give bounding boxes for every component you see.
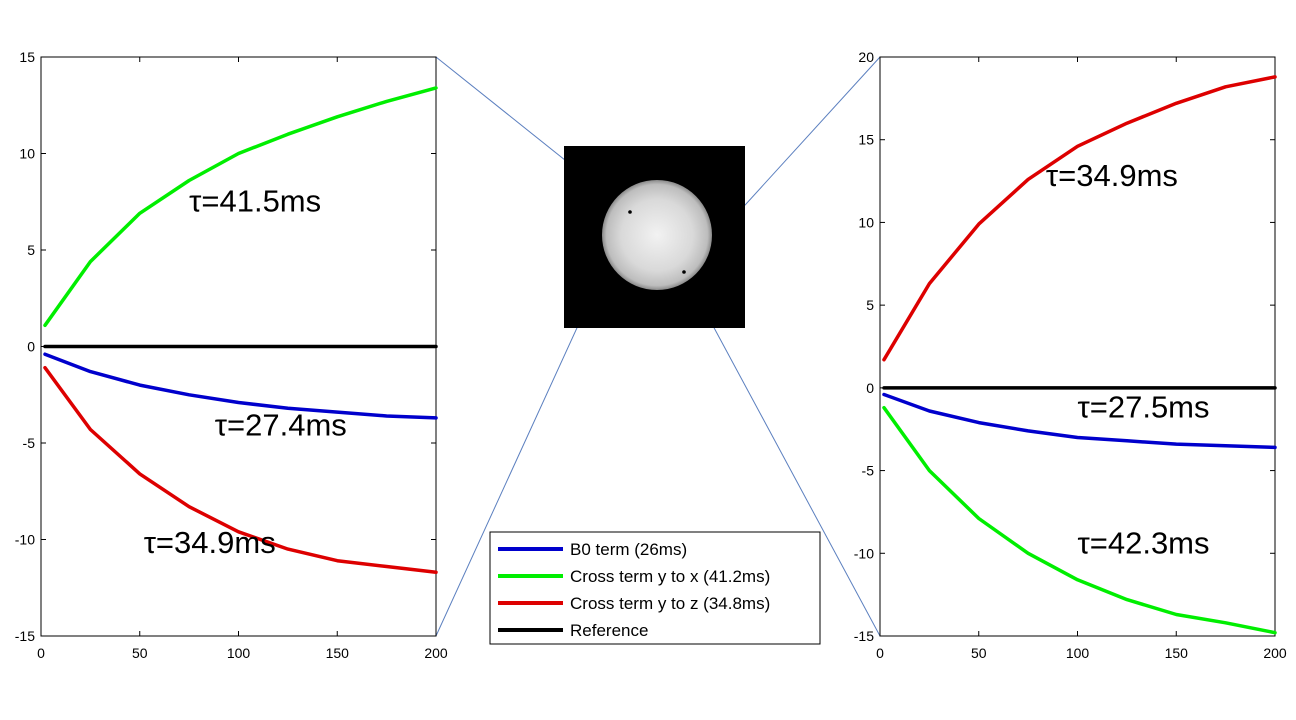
left-ytick-label: -15 <box>15 628 35 644</box>
left-series-line-3 <box>43 365 438 575</box>
legend-label-b0: B0 term (26ms) <box>570 540 687 559</box>
right-series-line-0 <box>882 75 1277 362</box>
left-ytick-label: 10 <box>19 146 35 162</box>
right-ytick-label: 5 <box>866 297 874 313</box>
right-xtick-label: 200 <box>1263 645 1287 661</box>
right-xtick-label: 50 <box>971 645 987 661</box>
right-ytick-label: 0 <box>866 380 874 396</box>
legend-label-cross-x: Cross term y to x (41.2ms) <box>570 567 770 586</box>
left-ytick-label: 5 <box>27 242 35 258</box>
left-tau-annotation: τ=27.4ms <box>215 407 347 442</box>
left-xtick-label: 200 <box>424 645 448 661</box>
left-xtick-label: 0 <box>37 645 45 661</box>
legend-label-reference: Reference <box>570 621 648 640</box>
left-xtick-label: 50 <box>132 645 148 661</box>
left-tau-annotation: τ=34.9ms <box>144 525 276 560</box>
left-ytick-label: -10 <box>15 532 35 548</box>
right-xtick-label: 100 <box>1066 645 1090 661</box>
right-xtick-label: 0 <box>876 645 884 661</box>
left-series-line-2 <box>43 352 438 420</box>
inset-marker-left <box>628 210 632 214</box>
right-series-line-3 <box>882 405 1277 635</box>
left-xtick-label: 150 <box>326 645 350 661</box>
connector-right-bottom <box>683 271 881 637</box>
right-tau-annotation: τ=27.5ms <box>1078 390 1210 425</box>
left-xtick-label: 100 <box>227 645 251 661</box>
right-ytick-label: -5 <box>862 463 875 479</box>
phantom-sphere-image <box>564 146 745 328</box>
left-series-line-0 <box>43 86 438 328</box>
left-tau-annotation: τ=41.5ms <box>189 183 321 218</box>
right-tau-annotation: τ=34.9ms <box>1046 158 1178 193</box>
right-ytick-label: 10 <box>858 214 874 230</box>
right-tau-annotation: τ=42.3ms <box>1078 525 1210 560</box>
right-ytick-label: -15 <box>854 628 874 644</box>
right-ytick-label: 20 <box>858 49 874 65</box>
inset-marker-right <box>682 270 686 274</box>
inset-sphere <box>602 180 712 290</box>
right-ytick-label: 15 <box>858 132 874 148</box>
left-ytick-label: 0 <box>27 339 35 355</box>
right-plot: 0 50 100 150 20020151050-5-10-15τ=34.9msτ=27… <box>854 49 1287 661</box>
legend: B0 term (26ms) Cross term y to x (41.2ms… <box>489 531 821 645</box>
left-ytick-label: -5 <box>23 435 36 451</box>
legend-label-cross-z: Cross term y to z (34.8ms) <box>570 594 770 613</box>
left-plot: 0 50 100 150 200151050-5-10-15τ=41.5msτ=27.4… <box>15 49 448 661</box>
left-ytick-label: 15 <box>19 49 35 65</box>
right-ytick-label: -10 <box>854 545 874 561</box>
right-series-line-2 <box>882 392 1277 450</box>
right-xtick-label: 150 <box>1165 645 1189 661</box>
